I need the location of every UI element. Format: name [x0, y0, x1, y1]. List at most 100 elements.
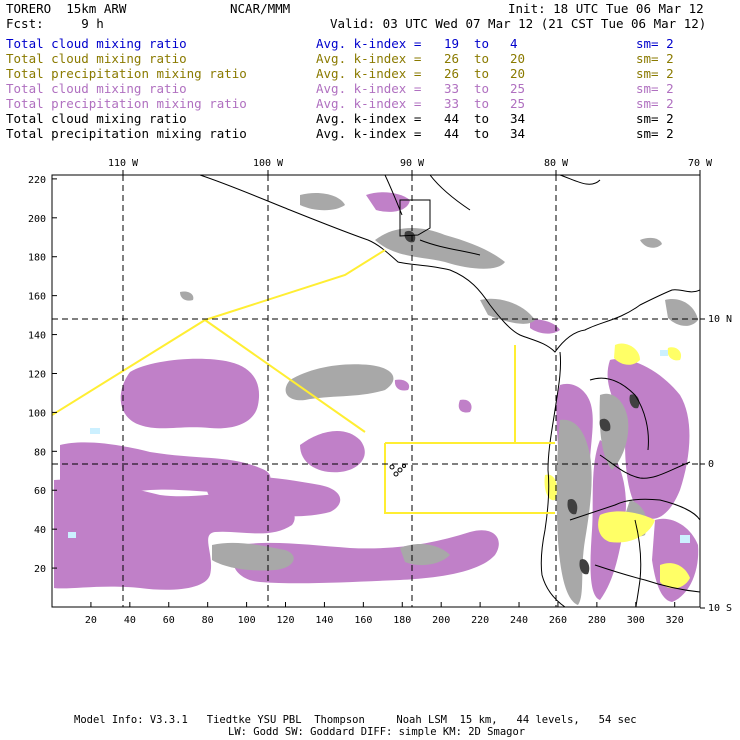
legend-v1: 19 [444, 36, 460, 51]
x-tick: 100 [238, 615, 256, 626]
legend-field: Total cloud mixing ratio [6, 81, 187, 96]
legend-row: Total precipitation mixing ratio Avg. k-i… [0, 96, 740, 111]
x-tick: 40 [124, 615, 136, 626]
y-tick: 60 [34, 486, 46, 497]
legend-v2: 34 [510, 126, 526, 141]
legend-kindex: Avg. k-index = [316, 126, 422, 141]
legend-to: to [474, 66, 490, 81]
coastlines [199, 175, 700, 607]
lon-label: 70 W [688, 158, 713, 169]
legend-to: to [474, 111, 490, 126]
legend-field: Total precipitation mixing ratio [6, 66, 247, 81]
legend-field: Total cloud mixing ratio [6, 111, 187, 126]
legend-sm: sm= 2 [636, 111, 674, 126]
legend-field: Total precipitation mixing ratio [6, 96, 247, 111]
legend-v2: 4 [510, 36, 518, 51]
legend-kindex: Avg. k-index = [316, 51, 422, 66]
legend-v1: 33 [444, 81, 460, 96]
x-tick: 320 [666, 615, 684, 626]
legend-field: Total precipitation mixing ratio [6, 126, 247, 141]
legend-row: Total cloud mixing ratio Avg. k-index = 26… [0, 51, 740, 66]
y-tick: 20 [34, 564, 46, 575]
lon-label: 90 W [400, 158, 425, 169]
legend-row: Total cloud mixing ratio Avg. k-index = 33… [0, 81, 740, 96]
model-info: Model Info: V3.3.1 Tiedtke YSU PBL Thomp… [74, 714, 637, 726]
x-tick: 240 [510, 615, 528, 626]
y-tick: 40 [34, 525, 46, 536]
legend-v2: 34 [510, 111, 526, 126]
x-tick: 60 [163, 615, 175, 626]
y-tick: 160 [28, 292, 46, 303]
y-tick: 180 [28, 253, 46, 264]
legend-v1: 33 [444, 96, 460, 111]
legend-v1: 44 [444, 111, 460, 126]
y-tick: 220 [28, 175, 46, 186]
lat-lon-grid [52, 175, 700, 607]
x-tick: 200 [432, 615, 450, 626]
center-name: NCAR/MMM [230, 1, 291, 16]
init-time: Init: 18 UTC Tue 06 Mar 12 [508, 1, 704, 16]
legend-v1: 26 [444, 51, 460, 66]
map-frame [51, 174, 701, 608]
y-tick: 200 [28, 214, 46, 225]
legend-v1: 44 [444, 126, 460, 141]
legend-sm: sm= 2 [636, 81, 674, 96]
legend-v2: 20 [510, 51, 526, 66]
legend-row: Total precipitation mixing ratio Avg. k-i… [0, 66, 740, 81]
valid-time: Valid: 03 UTC Wed 07 Mar 12 (21 CST Tue … [330, 16, 707, 31]
legend-field: Total cloud mixing ratio [6, 51, 187, 66]
lon-label: 110 W [108, 158, 139, 169]
region-outlines [52, 249, 555, 514]
legend-to: to [474, 36, 490, 51]
cloud-band-dark [180, 193, 698, 605]
x-tick: 120 [276, 615, 294, 626]
legend-kindex: Avg. k-index = [316, 81, 422, 96]
legend-row: Total cloud mixing ratio Avg. k-index = 44… [0, 111, 740, 126]
lon-label: 80 W [544, 158, 569, 169]
legend-field: Total cloud mixing ratio [6, 36, 187, 51]
precip-light [544, 343, 690, 589]
legend-kindex: Avg. k-index = [316, 66, 422, 81]
legend-v2: 20 [510, 66, 526, 81]
legend-kindex: Avg. k-index = [316, 111, 422, 126]
lat-label: 10 S [708, 603, 732, 614]
x-tick: 20 [85, 615, 97, 626]
water-patches [68, 350, 690, 543]
legend-sm: sm= 2 [636, 36, 674, 51]
x-tick: 180 [393, 615, 411, 626]
lon-label: 100 W [253, 158, 284, 169]
y-tick: 120 [28, 369, 46, 380]
axes: 110 W 100 W 90 W 80 W 70 W 10 N 0 10 S 220 200 180… [28, 158, 732, 626]
model-name: TORERO 15km ARW [6, 1, 127, 16]
legend-row: Total precipitation mixing ratio Avg. k-i… [0, 126, 740, 141]
y-tick: 80 [34, 447, 46, 458]
x-tick: 160 [354, 615, 372, 626]
lat-label: 10 N [708, 314, 732, 325]
legend-row: Total cloud mixing ratio Avg. k-index = 19… [0, 36, 740, 51]
legend-to: to [474, 81, 490, 96]
forecast-hour: Fcst: 9 h [6, 16, 104, 31]
physics-info: LW: Godd SW: Goddard DIFF: simple KM: 2D… [228, 726, 526, 738]
legend-sm: sm= 2 [636, 126, 674, 141]
x-tick: 280 [588, 615, 606, 626]
legend-to: to [474, 126, 490, 141]
x-tick: 140 [315, 615, 333, 626]
legend-to: to [474, 51, 490, 66]
legend-sm: sm= 2 [636, 66, 674, 81]
y-tick: 100 [28, 408, 46, 419]
x-tick: 80 [202, 615, 214, 626]
x-tick: 220 [471, 615, 489, 626]
x-tick: 260 [549, 615, 567, 626]
legend-kindex: Avg. k-index = [316, 36, 422, 51]
legend-to: to [474, 96, 490, 111]
legend-sm: sm= 2 [636, 51, 674, 66]
lat-label: 0 [708, 459, 714, 470]
legend-v2: 25 [510, 81, 526, 96]
y-tick: 140 [28, 331, 46, 342]
legend-v1: 26 [444, 66, 460, 81]
cloud-core [404, 230, 640, 575]
legend-kindex: Avg. k-index = [316, 96, 422, 111]
x-tick: 300 [627, 615, 645, 626]
legend-sm: sm= 2 [636, 96, 674, 111]
